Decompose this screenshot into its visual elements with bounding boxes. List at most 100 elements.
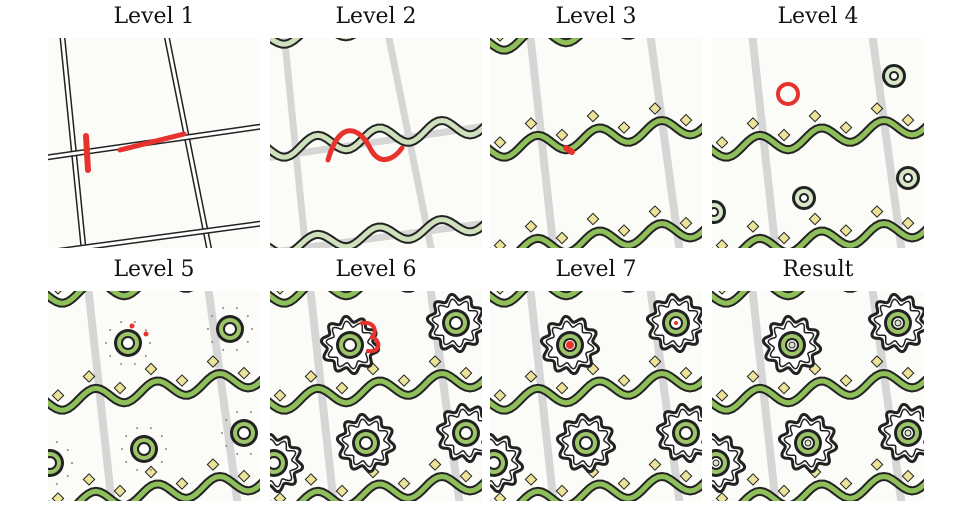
halo-dot bbox=[236, 452, 239, 455]
halo-dot bbox=[225, 444, 228, 447]
halo-dot bbox=[160, 435, 163, 438]
leaf bbox=[459, 366, 473, 380]
leaf bbox=[679, 216, 693, 230]
faded-column bbox=[748, 38, 780, 248]
halo-dot bbox=[149, 427, 152, 430]
red-center bbox=[674, 321, 678, 325]
ring-hole bbox=[225, 324, 235, 334]
ring-hole bbox=[490, 458, 499, 468]
grid-bar-inner bbox=[60, 38, 86, 248]
halo-dot bbox=[160, 460, 163, 463]
vine-stem bbox=[270, 216, 482, 248]
leaf bbox=[144, 362, 158, 376]
flower-inner bbox=[651, 298, 701, 348]
ring-hole bbox=[139, 444, 149, 454]
vine-stem bbox=[712, 370, 924, 413]
leaf bbox=[524, 220, 538, 233]
red-stroke bbox=[360, 320, 381, 354]
leaf bbox=[428, 355, 442, 368]
faded-column bbox=[306, 291, 338, 501]
panel-title-level6: Level 6 bbox=[335, 257, 417, 282]
panel-title-level4: Level 4 bbox=[777, 4, 859, 29]
leaf bbox=[51, 291, 65, 295]
panel-title-level3: Level 3 bbox=[555, 4, 637, 29]
leaf bbox=[493, 136, 507, 149]
leaf bbox=[144, 465, 158, 479]
grid-bar-inner bbox=[165, 38, 211, 248]
grid-bar bbox=[275, 220, 482, 248]
halo-dot bbox=[144, 329, 147, 332]
flower-inner bbox=[783, 418, 833, 468]
ring-hole bbox=[581, 438, 591, 448]
flower-inner bbox=[883, 408, 924, 458]
leaf bbox=[870, 205, 884, 218]
leaf bbox=[777, 128, 791, 142]
leaf bbox=[273, 389, 287, 402]
leaf bbox=[715, 291, 729, 295]
halo-dot bbox=[249, 452, 252, 455]
red-stroke bbox=[325, 128, 405, 163]
halo-dot bbox=[55, 441, 58, 444]
panel-title-result: Result bbox=[782, 257, 854, 282]
leaf bbox=[715, 492, 729, 501]
faded-column bbox=[748, 291, 780, 501]
halo-dot bbox=[66, 474, 69, 477]
vine-stem bbox=[490, 117, 702, 160]
halo-dot bbox=[133, 362, 136, 365]
halo-dot bbox=[165, 448, 167, 450]
leaf bbox=[206, 355, 220, 368]
ring-hole bbox=[361, 438, 371, 448]
ring-dot bbox=[894, 319, 902, 327]
flower-inner bbox=[767, 320, 817, 370]
leaf bbox=[524, 117, 538, 130]
leaf bbox=[304, 370, 318, 383]
leaf bbox=[808, 109, 822, 123]
halo-dot bbox=[144, 354, 147, 357]
vine-stem bbox=[518, 473, 702, 501]
flower-inner bbox=[661, 408, 702, 458]
halo-dot bbox=[249, 411, 252, 414]
leaf bbox=[648, 102, 662, 115]
leaf bbox=[679, 366, 693, 380]
leaf bbox=[648, 458, 662, 471]
leaf bbox=[335, 484, 349, 498]
leaf bbox=[397, 374, 411, 387]
halo-dot bbox=[71, 462, 73, 464]
red-stroke bbox=[117, 131, 187, 153]
flower-inner bbox=[441, 408, 482, 458]
vine-outline bbox=[712, 368, 924, 415]
vine-stem bbox=[490, 38, 581, 53]
halo-dot bbox=[246, 315, 249, 318]
panel-title-level5: Level 5 bbox=[113, 257, 195, 282]
leaf bbox=[113, 484, 127, 498]
leaf bbox=[459, 469, 473, 483]
leaf bbox=[870, 102, 884, 115]
leaf bbox=[555, 128, 569, 142]
halo-dot bbox=[222, 307, 225, 310]
halo-dot bbox=[136, 468, 139, 471]
leaf bbox=[555, 381, 569, 395]
leaf bbox=[746, 473, 760, 486]
vine-stem bbox=[270, 117, 482, 160]
flower-inner bbox=[341, 418, 391, 468]
ring-hole bbox=[891, 73, 897, 79]
leaf bbox=[746, 220, 760, 233]
leaf bbox=[617, 121, 631, 134]
halo-dot bbox=[235, 348, 238, 351]
leaf bbox=[82, 473, 96, 486]
leaf bbox=[493, 239, 507, 248]
ring-hole bbox=[123, 338, 133, 348]
vine-stem bbox=[270, 370, 482, 413]
halo-dot bbox=[225, 419, 228, 422]
leaf bbox=[746, 370, 760, 383]
leaf bbox=[175, 477, 189, 490]
ring-hole bbox=[461, 428, 471, 438]
flower-inner bbox=[490, 438, 519, 488]
grid-bar bbox=[280, 38, 310, 248]
faded-column bbox=[84, 291, 116, 501]
leaf bbox=[617, 477, 631, 490]
panel-title-level1: Level 1 bbox=[113, 4, 195, 29]
leaf bbox=[51, 389, 65, 402]
vine-stem bbox=[740, 473, 924, 501]
vine-stem bbox=[490, 370, 702, 413]
